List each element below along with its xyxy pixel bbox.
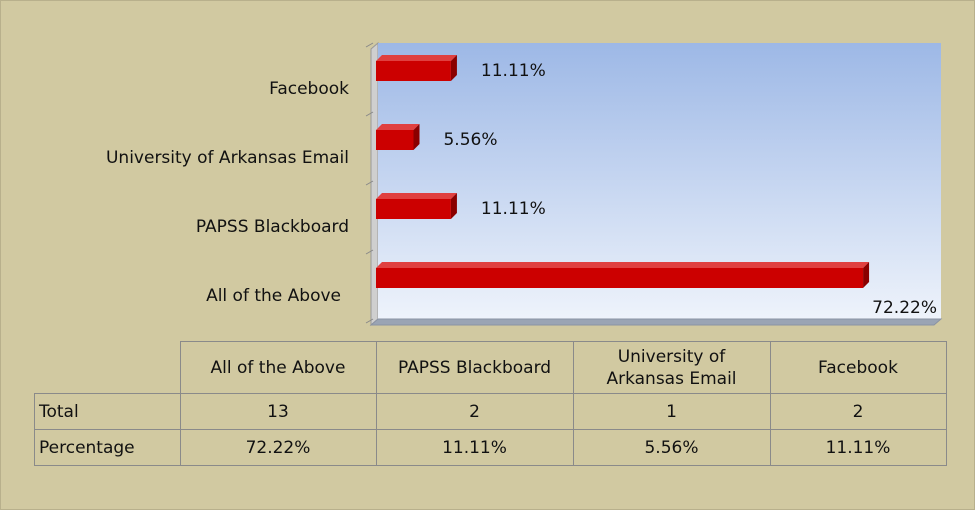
cell: 13 — [179, 393, 377, 430]
blank-cell — [35, 342, 181, 394]
category-tick — [365, 249, 374, 255]
category-tick — [365, 318, 374, 324]
bar-face — [376, 199, 451, 219]
bar-face — [376, 55, 457, 61]
bar-face — [376, 193, 457, 199]
cell: 2 — [769, 393, 947, 430]
bar — [376, 193, 457, 219]
header-cell: All of the Above — [179, 341, 377, 394]
category-label: University of Arkansas Email — [106, 148, 349, 168]
bar-face — [413, 124, 420, 150]
cell: 1 — [572, 393, 771, 430]
bar — [376, 262, 870, 288]
category-tick — [365, 111, 374, 117]
bar — [376, 124, 420, 150]
value-label: 11.11% — [481, 199, 546, 219]
header-cell: PAPSS Blackboard — [375, 341, 574, 394]
bar-face — [450, 193, 457, 219]
category-label: PAPSS Blackboard — [196, 217, 349, 237]
row-label: Percentage — [34, 429, 181, 466]
value-label: 72.22% — [872, 298, 937, 318]
value-label: 11.11% — [481, 61, 546, 81]
category-label: Facebook — [269, 79, 349, 99]
cell: 2 — [375, 393, 574, 430]
floor — [369, 318, 943, 326]
cell: 72.22% — [179, 429, 377, 466]
bar — [376, 55, 457, 81]
value-label: 5.56% — [443, 130, 497, 150]
cell: 11.11% — [769, 429, 947, 466]
bar-face — [376, 124, 420, 130]
bar-face — [450, 55, 457, 81]
cell: 5.56% — [572, 429, 771, 466]
cell: 11.11% — [375, 429, 574, 466]
header-cell: University of Arkansas Email — [572, 341, 771, 394]
bar-face — [376, 61, 451, 81]
bar-face — [376, 262, 870, 268]
row-label: Total — [34, 393, 181, 430]
category-tick — [365, 180, 374, 186]
category-tick — [365, 42, 374, 48]
bar-face — [376, 130, 414, 150]
data-table: All of the Above PAPSS Blackboard Univer… — [34, 341, 947, 466]
bar-face — [376, 268, 864, 288]
header-cell: Facebook — [769, 341, 947, 394]
bar-face — [863, 262, 870, 288]
category-label: All of the Above — [206, 286, 341, 306]
